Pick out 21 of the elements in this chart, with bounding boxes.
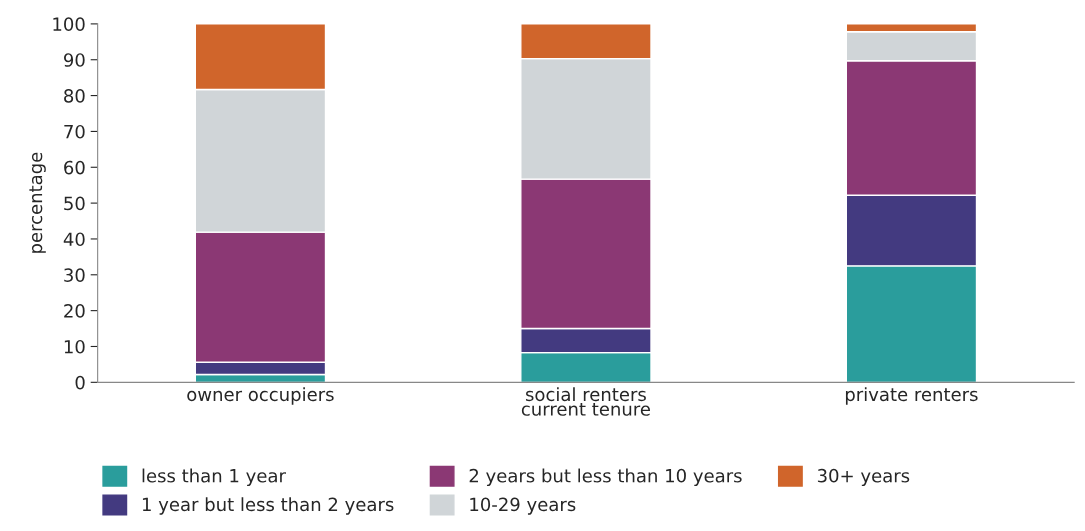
y-tick-label: 90 (64, 53, 85, 67)
y-tick-label: 40 (63, 232, 85, 247)
legend-label: 30+ years (817, 468, 910, 486)
y-tick-label: 50 (64, 196, 85, 211)
x-tick-label: social renters (525, 387, 646, 402)
y-tick-label: 80 (64, 89, 85, 103)
y-axis-title: percentage (29, 152, 46, 253)
x-axis-title: current tenure (521, 402, 650, 416)
legend-label: less than 1 year (142, 468, 286, 486)
legend-label: 2 years but less than 10 years (469, 468, 742, 486)
y-tick-label: 10 (64, 339, 85, 354)
y-tick-label: 60 (64, 160, 85, 175)
y-tick-label: 30 (64, 268, 85, 282)
x-tick-label: owner occupiers (187, 387, 334, 405)
y-tick-label: 100 (53, 17, 85, 32)
legend-label: 1 year but less than 2 years (142, 497, 394, 515)
y-tick-label: 20 (64, 304, 85, 318)
x-tick-label: private renters (845, 387, 978, 405)
legend-label: 10-29 years (470, 497, 576, 515)
y-tick-label: 0 (75, 375, 85, 390)
y-tick-label: 70 (64, 124, 85, 139)
